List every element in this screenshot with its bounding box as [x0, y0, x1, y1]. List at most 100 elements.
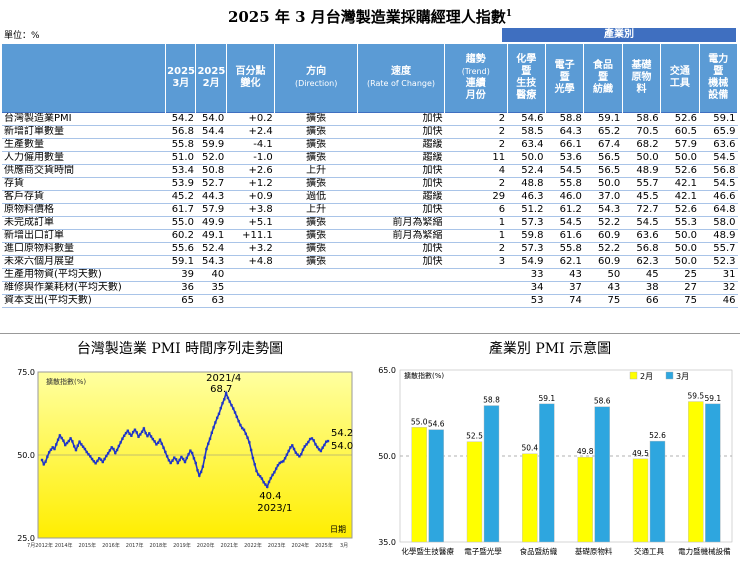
table-cell: 擴張 [274, 242, 358, 257]
bar [466, 441, 483, 543]
chart-title: 台灣製造業 PMI 時間序列走勢圖 [76, 341, 284, 357]
data-point [99, 458, 103, 461]
data-point [149, 435, 153, 438]
table-header-cell: 化學暨生技 醫療 [507, 44, 546, 112]
table-cell: 加快 [357, 242, 445, 257]
x-tick-label: 2014年 [55, 542, 73, 549]
data-point [201, 465, 205, 468]
table-cell: 56.8 [699, 164, 738, 178]
table-cell: 40 [195, 268, 227, 283]
annotation-latest: 54.2 [331, 428, 353, 439]
data-point [131, 430, 135, 434]
data-point [192, 457, 196, 460]
header-line: 電子 [554, 59, 575, 71]
header-line: 設備 [708, 89, 729, 101]
data-point [305, 443, 308, 446]
row-label: 新增訂單數量 [2, 125, 166, 139]
table-cell: 39 [165, 268, 196, 283]
table-cell: 75 [660, 294, 700, 309]
table-cell: 52.4 [507, 164, 546, 178]
x-tick-label: 2021年 [220, 542, 238, 549]
table-cell: 62.3 [622, 255, 661, 270]
table-cell: 61.7 [165, 203, 196, 217]
table-header-cell: 百分點 變化 [226, 44, 276, 112]
data-point [224, 391, 228, 395]
table-row: 進口原物料數量 55.6 52.4 +3.2 擴張 加快 2 57.3 55.8 52.2 56.8… [2, 242, 738, 257]
data-point [140, 430, 144, 433]
bar [649, 440, 666, 543]
header-line: 暨 [521, 65, 532, 77]
data-point [312, 439, 315, 442]
table-cell: 37.0 [583, 190, 623, 204]
header-line: 暨 [598, 71, 609, 83]
header-line: 百分點 [235, 65, 266, 77]
data-point [72, 445, 76, 448]
data-point [90, 457, 94, 461]
table-cell: 54.6 [507, 111, 546, 126]
data-point [323, 443, 326, 447]
data-point [142, 427, 146, 430]
table-cell: 58.5 [507, 125, 546, 139]
header-line: (Trend) [461, 66, 490, 76]
x-tick-label: 7月2012年 [27, 542, 53, 549]
table-cell: 65.2 [583, 125, 623, 139]
table-cell: 趨緩 [357, 138, 445, 152]
category-label: 電力暨機械設備 [678, 546, 731, 556]
header-line: 電力 [708, 53, 729, 65]
data-point [215, 416, 219, 420]
header-line: 料 [636, 83, 647, 95]
header-line: 基礎 [631, 59, 652, 71]
data-point [76, 444, 79, 447]
data-point [165, 455, 169, 458]
table-cell: 56.8 [165, 125, 196, 139]
table-cell: 64.8 [699, 203, 738, 217]
table-cell [444, 268, 508, 283]
table-cell: 擴張 [274, 216, 358, 230]
pmi-line-chart: 75.0 50.0 25.0 擴散指數(%) 日期 7月2012年 2014年 2015年 20… [17, 368, 353, 549]
table-cell: 1 [444, 229, 508, 243]
table-cell: 54.5 [545, 164, 584, 178]
table-cell: 32 [699, 281, 738, 296]
data-point [248, 441, 251, 444]
header-line: 食品 [593, 59, 614, 71]
data-point [58, 434, 62, 437]
data-point [112, 447, 115, 451]
data-point [230, 404, 233, 407]
table-cell: 55.3 [660, 216, 700, 230]
table-cell: 前月為緊縮 [357, 229, 445, 243]
header-line: 趨勢 [465, 53, 486, 65]
table-header-cell: 2025 3月 [165, 44, 197, 112]
data-point [108, 449, 112, 452]
header-line: 2月 [202, 77, 220, 89]
data-point [194, 461, 197, 465]
header-line: 原物 [631, 71, 652, 83]
data-point [294, 451, 298, 454]
table-cell: 加快 [357, 177, 445, 191]
table-cell: 趨緩 [357, 190, 445, 204]
data-point [267, 480, 271, 484]
bar [577, 456, 593, 543]
data-point [251, 456, 255, 460]
category-label: 化學暨生技醫療 [401, 546, 454, 556]
table-cell: 過低 [274, 190, 358, 204]
data-point [219, 406, 222, 410]
data-point [232, 407, 235, 410]
data-point [81, 445, 85, 448]
table-row: 台灣製造業PMI 54.2 54.0 +0.2 擴張 加快 2 54.6 58.8 59.1 58.… [2, 111, 738, 126]
table-cell: 50 [583, 268, 623, 283]
table-cell: 52.6 [660, 203, 700, 217]
table-cell: 38 [622, 281, 661, 296]
bar [483, 405, 500, 543]
table-cell: +4.8 [226, 255, 275, 270]
data-point [301, 448, 305, 451]
table-cell: +2.6 [226, 164, 275, 178]
table-cell: 42.1 [660, 190, 700, 204]
legend-swatch [629, 371, 638, 380]
category-label: 基礎原物料 [575, 546, 613, 556]
header-line: 3月 [172, 77, 190, 89]
header-line: 交通 [669, 65, 690, 77]
table-cell: 2 [444, 177, 508, 191]
data-point [133, 428, 137, 431]
table-cell: 33 [507, 268, 546, 283]
table-cell: 56.5 [583, 164, 623, 178]
